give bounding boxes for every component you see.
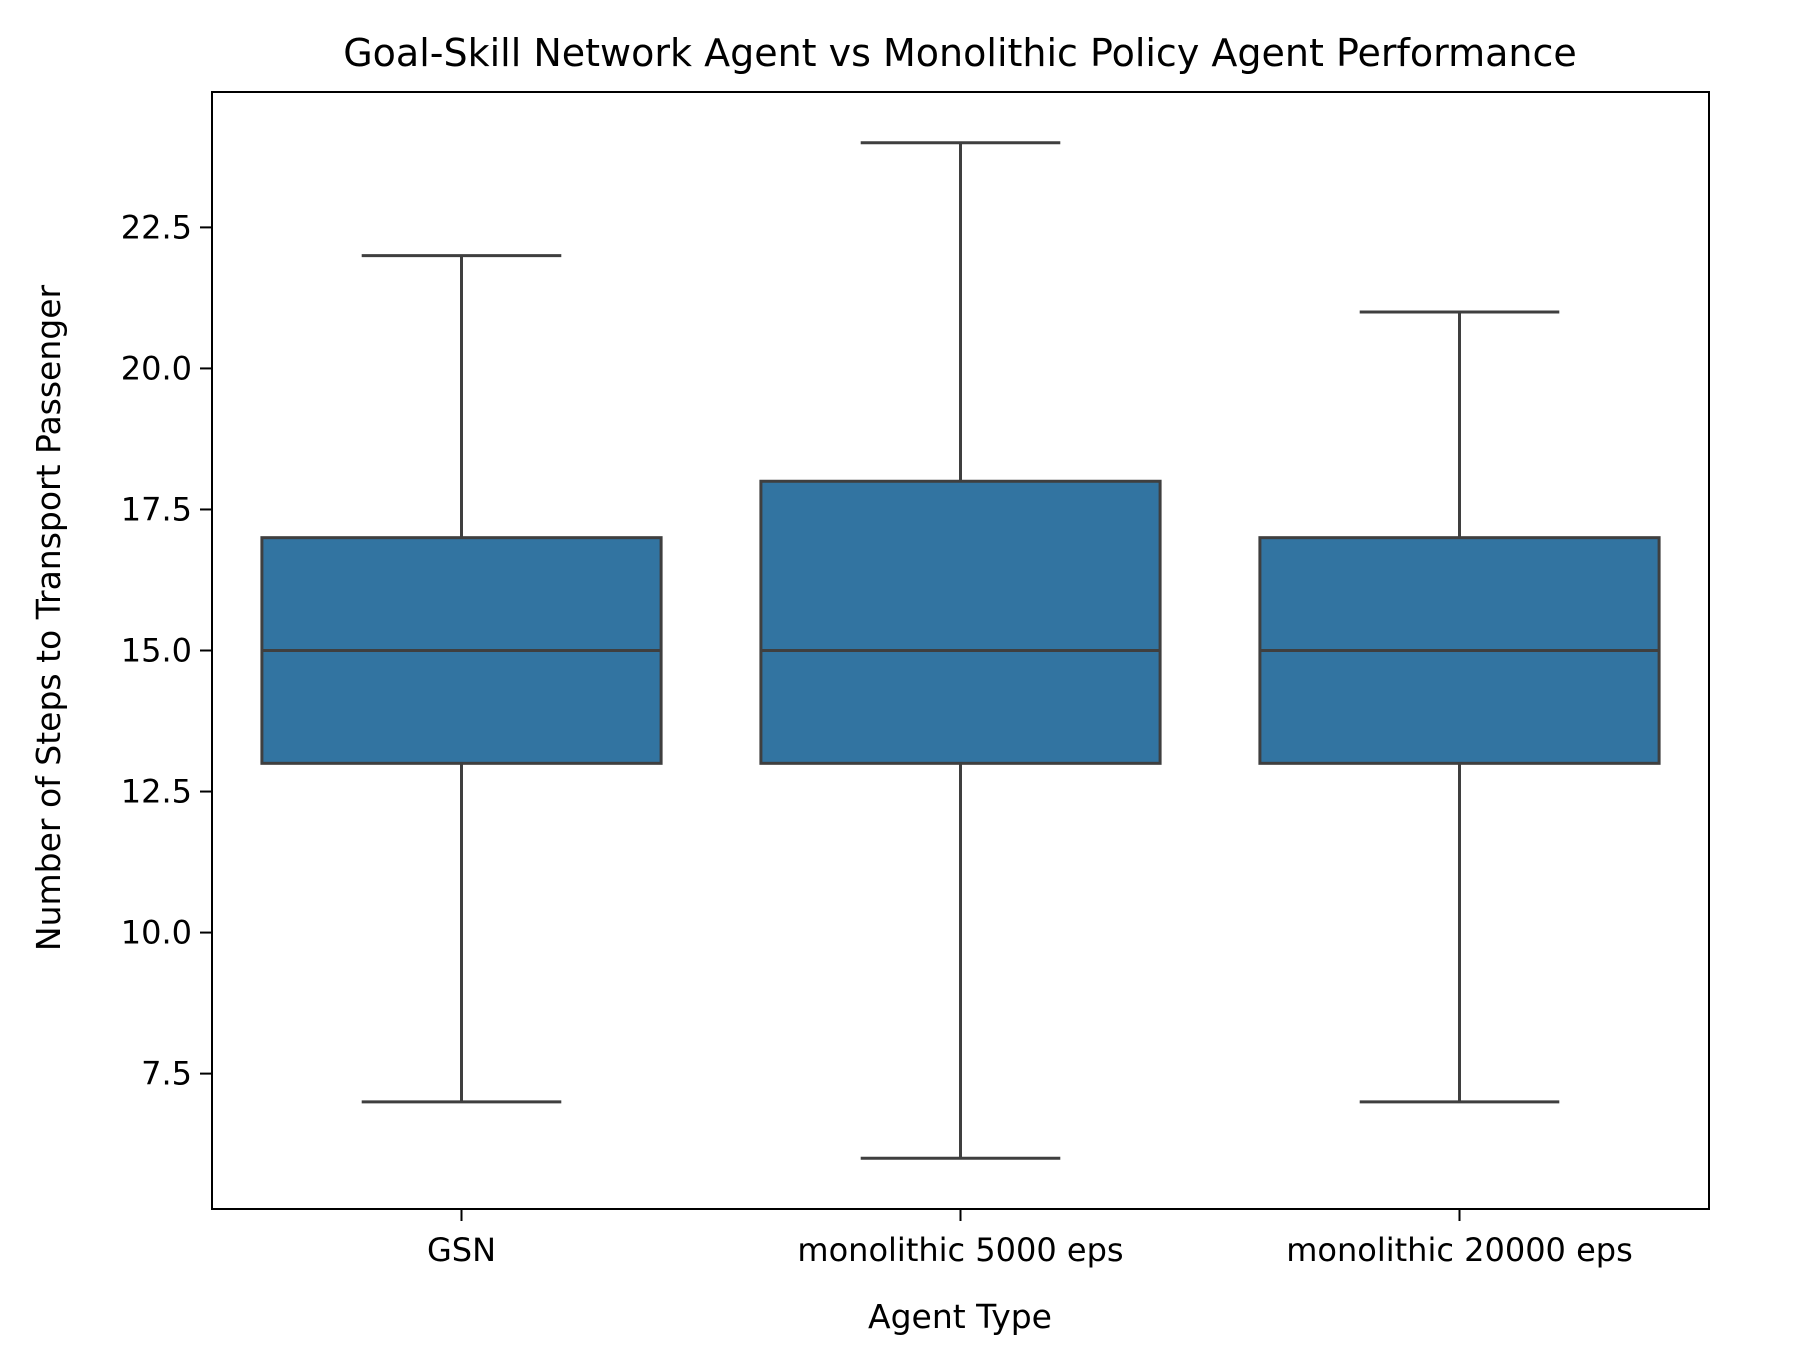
y-tick-label: 20.0 <box>121 349 192 387</box>
x-axis-label: Agent Type <box>868 1297 1052 1336</box>
y-tick-label: 12.5 <box>121 773 192 811</box>
y-tick-label: 17.5 <box>121 490 192 528</box>
y-tick-label: 15.0 <box>121 632 192 670</box>
chart-title: Goal-Skill Network Agent vs Monolithic P… <box>343 31 1577 75</box>
x-tick-label: monolithic 5000 eps <box>797 1231 1123 1269</box>
y-axis-label: Number of Steps to Transport Passenger <box>29 284 68 951</box>
box-2-iqr-box <box>759 479 1162 765</box>
x-tick-label: GSN <box>427 1231 496 1269</box>
x-tick-label: monolithic 20000 eps <box>1286 1231 1633 1269</box>
y-tick-label: 22.5 <box>121 208 192 246</box>
y-tick-label: 7.5 <box>141 1055 192 1093</box>
y-tick-label: 10.0 <box>121 914 192 952</box>
plot-area: 7.5 10.0 12.5 15.0 17.5 20.0 22.5 GSN monolithic… <box>121 91 1710 1269</box>
